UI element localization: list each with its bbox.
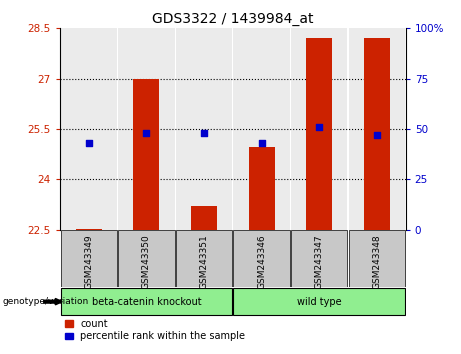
Text: GSM243349: GSM243349	[84, 234, 93, 289]
Bar	[176, 28, 232, 229]
Text: GSM243348: GSM243348	[372, 234, 381, 289]
Bar	[60, 288, 232, 315]
Point	[200, 130, 207, 136]
Bar	[349, 229, 405, 286]
Text: GSM243350: GSM243350	[142, 234, 151, 289]
Bar	[233, 229, 290, 286]
Point	[142, 130, 150, 136]
Bar	[176, 229, 232, 286]
Bar	[60, 229, 117, 286]
Bar	[306, 38, 332, 229]
Bar	[118, 28, 175, 229]
Text: GSM243351: GSM243351	[200, 234, 208, 289]
Text: GSM243346: GSM243346	[257, 234, 266, 289]
Bar	[248, 147, 275, 229]
Title: GDS3322 / 1439984_at: GDS3322 / 1439984_at	[152, 12, 313, 26]
Bar	[364, 38, 390, 229]
Bar	[133, 79, 160, 229]
Bar	[191, 206, 217, 229]
Text: genotype/variation: genotype/variation	[2, 297, 89, 306]
Text: beta-catenin knockout: beta-catenin knockout	[92, 297, 201, 307]
Point	[373, 132, 381, 138]
Bar	[349, 28, 405, 229]
Point	[85, 140, 92, 146]
Bar	[60, 28, 117, 229]
Bar	[233, 288, 405, 315]
Point	[258, 140, 266, 146]
Bar	[291, 229, 348, 286]
Point	[315, 124, 323, 130]
Text: wild type: wild type	[297, 297, 342, 307]
Bar	[291, 28, 348, 229]
Legend: count, percentile rank within the sample: count, percentile rank within the sample	[65, 319, 245, 342]
Text: GSM243347: GSM243347	[315, 234, 324, 289]
Bar	[118, 229, 175, 286]
Bar	[233, 28, 290, 229]
